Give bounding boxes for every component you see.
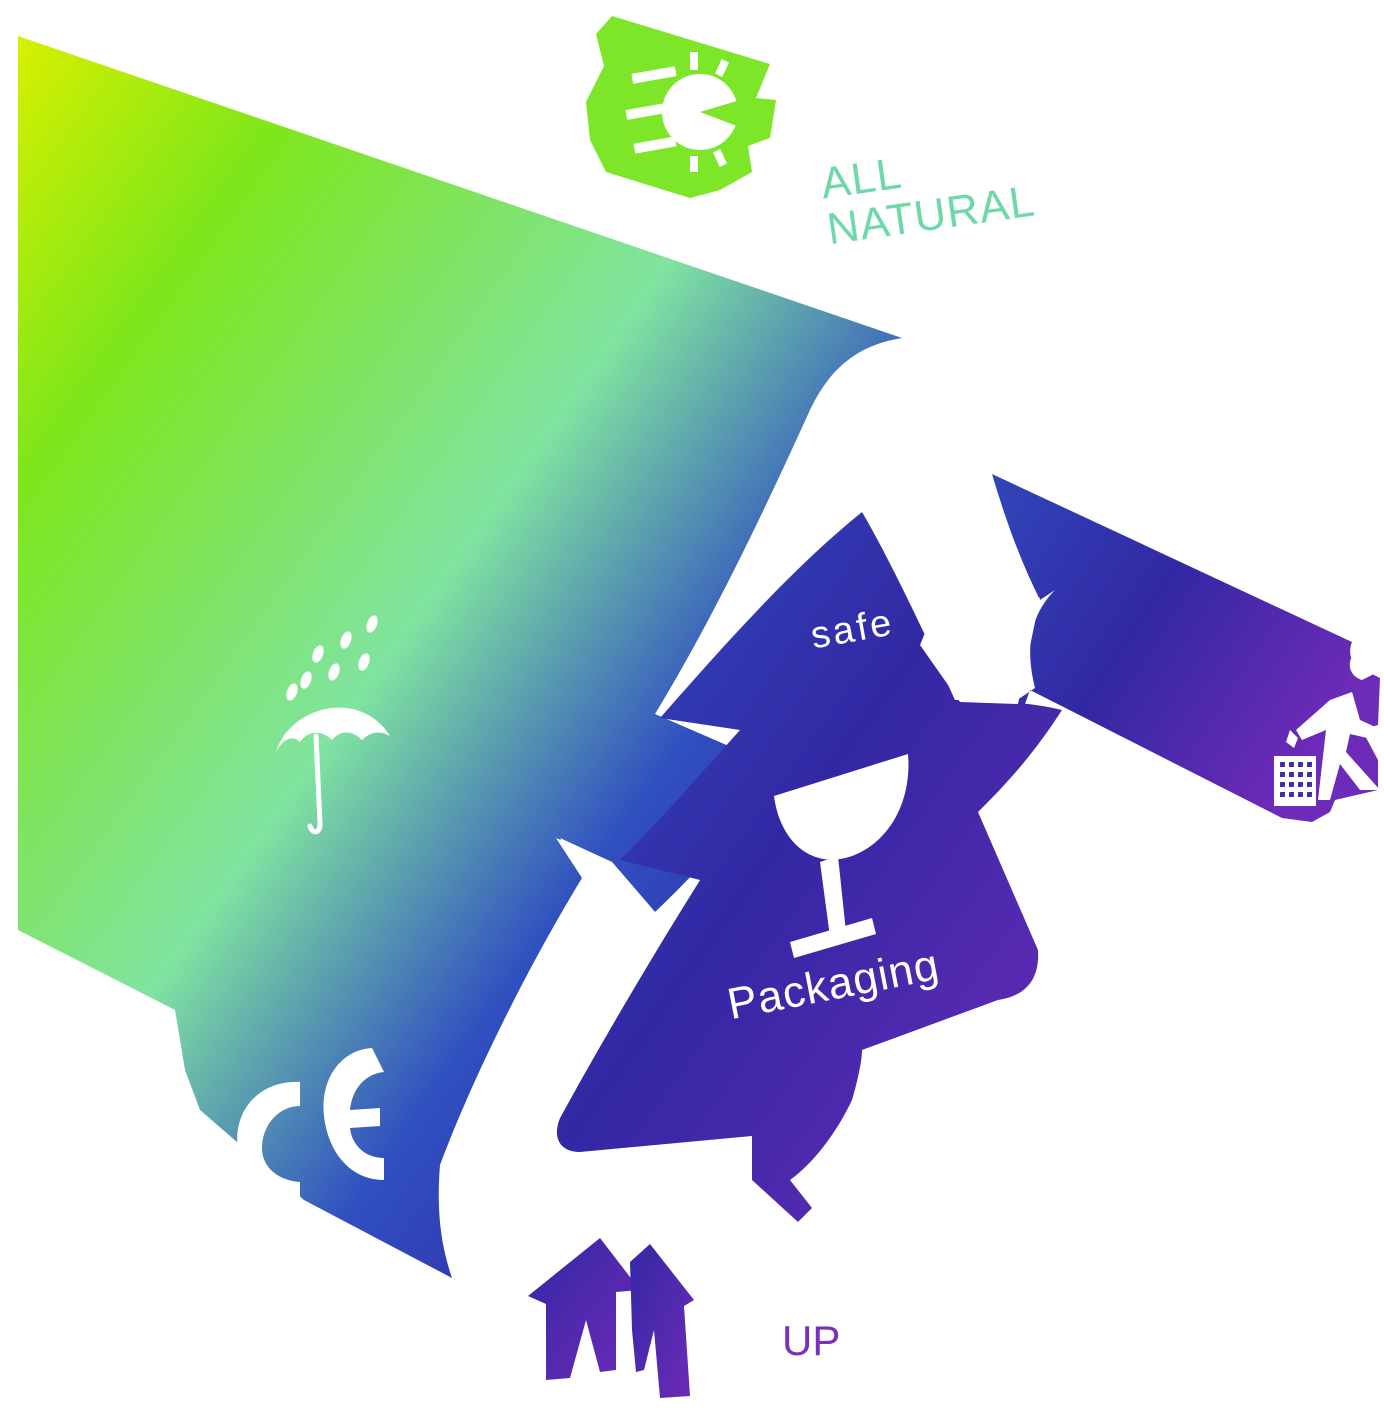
ce-mark-icon xyxy=(237,1048,384,1202)
this-way-up-icon xyxy=(528,1238,694,1398)
umbrella-icon xyxy=(276,707,390,835)
gradient-band-left xyxy=(18,36,902,1278)
fragile-glass-icon xyxy=(774,754,909,958)
trash-bin-grid xyxy=(1280,762,1312,797)
recycle-arrow-top xyxy=(920,474,1040,704)
sun-icon-details xyxy=(625,52,742,172)
gradient-band-right xyxy=(915,474,1380,830)
recycle-arrow-bottom xyxy=(545,838,700,1118)
rain-drops-icon xyxy=(286,615,378,701)
person-disposal-icon xyxy=(1286,652,1382,800)
up-label: UP xyxy=(782,1317,841,1364)
recycle-triangle-icon xyxy=(556,512,1062,1222)
